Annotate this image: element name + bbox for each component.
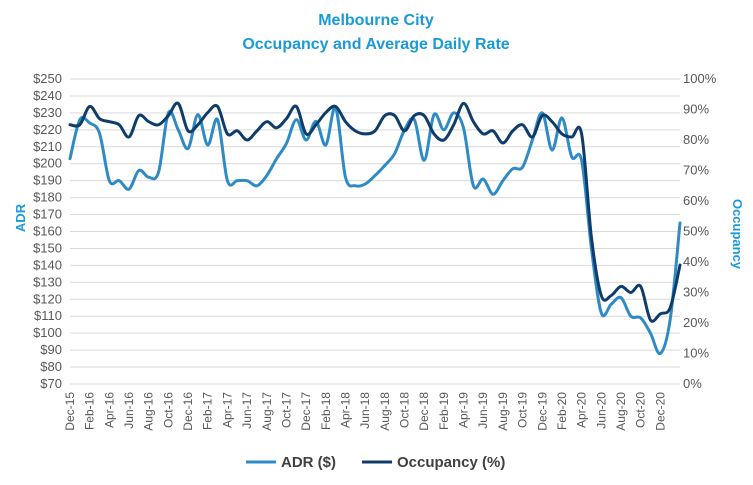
x-tick-label: Aug-18 [378, 392, 392, 431]
x-tick-label: Apr-16 [102, 392, 116, 428]
y2-tick-label: 80% [683, 132, 709, 147]
y2-tick-label: 30% [683, 285, 709, 300]
y2-tick-label: 50% [683, 224, 709, 239]
x-tick-label: Jun-19 [476, 392, 490, 429]
x-tick-label: Oct-18 [398, 392, 412, 428]
x-tick-label: Apr-19 [457, 392, 471, 428]
y-axis-title: ADR [13, 203, 28, 232]
occupancy-line [68, 101, 682, 323]
legend-label-occupancy: Occupancy (%) [397, 454, 505, 471]
x-tick-label: Feb-19 [437, 392, 451, 430]
x-tick-label: Dec-15 [63, 392, 77, 431]
x-tick-label: Jun-17 [240, 392, 254, 429]
legend-label-adr: ADR ($) [281, 454, 336, 471]
y-tick-label: $120 [33, 291, 62, 306]
x-tick-label: Jun-18 [358, 392, 372, 429]
y-axis-left: $70 $80 $90 $100 $110 $120 $130 $140 $150$160 $17… [33, 71, 62, 391]
y2-tick-label: 40% [683, 254, 709, 269]
x-tick-label: Oct-19 [516, 392, 530, 428]
x-tick-label: Oct-17 [279, 392, 293, 428]
y-tick-label: $230 [33, 105, 62, 120]
x-tick-label: Jun-20 [594, 392, 608, 429]
y-axis-right: 0% 10% 20% 30% 40% 50% 60% 70% 80% 90% 100% [683, 71, 717, 391]
series-lines [68, 101, 682, 356]
y-tick-label: $170 [33, 207, 62, 222]
x-tick-label: Dec-18 [417, 392, 431, 431]
y-tick-label: $190 [33, 173, 62, 188]
y-tick-label: $90 [40, 342, 62, 357]
y2-tick-label: 90% [683, 102, 709, 117]
x-tick-label: Apr-20 [575, 392, 589, 428]
y-tick-label: $110 [34, 308, 62, 323]
y2-axis-title: Occupancy [730, 199, 745, 270]
x-tick-label: Oct-20 [634, 392, 648, 428]
y-tick-label: $220 [33, 122, 62, 137]
x-tick-label: Feb-16 [83, 392, 97, 430]
y-tick-label: $100 [33, 325, 62, 340]
y2-tick-label: 100% [683, 71, 717, 86]
x-tick-label: Aug-20 [614, 392, 628, 431]
y-tick-label: $140 [33, 257, 62, 272]
y-tick-label: $210 [33, 139, 62, 154]
adr-line [68, 106, 682, 356]
x-tick-label: Apr-17 [220, 392, 234, 428]
x-tick-label: Jun-16 [122, 392, 136, 429]
chart-title: Melbourne City [318, 12, 434, 29]
x-tick-label: Aug-17 [260, 392, 274, 431]
x-tick-label: Feb-18 [319, 392, 333, 430]
y2-tick-label: 60% [683, 193, 709, 208]
x-tick-label: Aug-16 [142, 392, 156, 431]
y2-tick-label: 0% [683, 376, 702, 391]
x-tick-label: Dec-19 [535, 392, 549, 431]
x-tick-label: Feb-17 [201, 392, 215, 430]
y-tick-label: $200 [33, 156, 62, 171]
x-tick-label: Apr-18 [338, 392, 352, 428]
y2-tick-label: 10% [683, 346, 709, 361]
x-tick-label: Feb-20 [555, 392, 569, 430]
y-tick-label: $80 [40, 359, 62, 374]
chart-subtitle: Occupancy and Average Daily Rate [242, 36, 509, 53]
y-tick-label: $180 [33, 190, 62, 205]
legend: ADR ($) Occupancy (%) [246, 454, 505, 471]
x-tick-label: Oct-16 [161, 392, 175, 428]
y-tick-label: $160 [33, 224, 62, 239]
y-tick-label: $250 [33, 71, 62, 86]
x-tick-label: Dec-17 [299, 392, 313, 431]
x-axis: Dec-15 Feb-16 Apr-16 Jun-16 Aug-16 Oct-16 Dec-… [63, 392, 667, 431]
y-tick-label: $150 [33, 240, 62, 255]
y2-tick-label: 20% [683, 315, 709, 330]
y-tick-label: $130 [33, 274, 62, 289]
y-tick-label: $240 [33, 88, 62, 103]
y2-tick-label: 70% [683, 163, 709, 178]
x-tick-label: Dec-20 [653, 392, 667, 431]
gridlines [70, 78, 680, 385]
x-tick-label: Aug-19 [496, 392, 510, 431]
y-tick-label: $70 [40, 376, 62, 391]
x-tick-label: Dec-16 [181, 392, 195, 431]
